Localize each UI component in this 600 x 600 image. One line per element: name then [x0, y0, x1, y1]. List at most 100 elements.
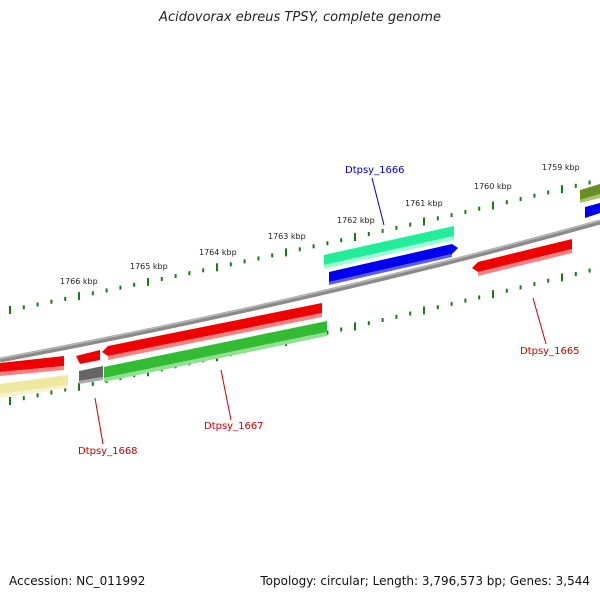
- outer-scale-tick: [285, 248, 287, 257]
- inner-scale-tick: [547, 278, 550, 283]
- outer-scale-tick: [423, 217, 425, 226]
- inner-scale-tick: [22, 396, 25, 401]
- outer-scale-tick: [147, 277, 149, 286]
- gene-feature-1665-red[interactable]: [472, 239, 572, 272]
- outer-scale-tick: [243, 259, 246, 264]
- outer-scale-tick: [312, 244, 315, 249]
- inner-scale-tick: [505, 288, 508, 293]
- inner-scale-tick: [395, 314, 398, 319]
- gene-feature-left-red[interactable]: [0, 356, 64, 372]
- inner-scale-tick: [436, 305, 439, 310]
- outer-scale-tick: [119, 285, 122, 290]
- outer-scale-tick: [105, 288, 108, 293]
- gene-feature-blue[interactable]: [329, 244, 458, 282]
- outer-scale-tick: [326, 241, 329, 246]
- inner-scale-tick: [91, 381, 94, 386]
- outer-scale-tick: [78, 292, 80, 301]
- gene-label-1667[interactable]: Dtpsy_1667: [204, 421, 264, 432]
- outer-scale-tick: [257, 256, 260, 261]
- outer-scale-tick: [188, 271, 191, 276]
- gene-label-1666[interactable]: Dtpsy_1666: [345, 165, 405, 176]
- scale-label-1762: 1762 kbp: [337, 216, 375, 225]
- accession-text: Accession: NC_011992: [9, 574, 146, 588]
- scale-label-1763: 1763 kbp: [268, 232, 306, 241]
- inner-scale-tick: [464, 298, 467, 303]
- scale-label-1760: 1760 kbp: [474, 182, 512, 191]
- reverse-strand-features: [0, 321, 327, 398]
- outer-scale-tick: [160, 277, 163, 281]
- inner-scale-tick: [588, 268, 591, 273]
- outer-scale-tick: [367, 232, 370, 236]
- inner-scale-tick: [9, 397, 11, 405]
- outer-scale-tick: [50, 299, 53, 304]
- outer-scale-tick: [409, 222, 412, 227]
- outer-scale-tick: [588, 180, 591, 185]
- gene-feature-olive[interactable]: [580, 184, 600, 200]
- outer-scale-tick: [464, 209, 467, 214]
- scale-labels: 1766 kbp 1765 kbp 1764 kbp 1763 kbp 1762…: [60, 163, 580, 286]
- gene-feature-left-yellow[interactable]: [0, 375, 68, 394]
- scale-label-1764: 1764 kbp: [199, 248, 237, 257]
- outer-scale-tick: [298, 247, 301, 252]
- outer-scale-tick: [492, 201, 494, 210]
- outer-scale-tick: [478, 206, 481, 211]
- inner-scale-tick: [574, 272, 577, 276]
- outer-scale-tick: [64, 296, 67, 301]
- inner-scale-tick: [492, 290, 494, 299]
- outer-scale-tick: [229, 262, 232, 267]
- outer-scale-tick: [354, 233, 356, 242]
- inner-scale-tick: [367, 321, 370, 326]
- outer-scale-tick: [340, 238, 343, 243]
- gene-label-1665[interactable]: Dtpsy_1665: [520, 346, 580, 357]
- outer-scale-tick: [202, 268, 205, 273]
- scale-label-1761: 1761 kbp: [405, 199, 443, 208]
- scale-label-1766: 1766 kbp: [60, 277, 98, 286]
- gene-feature-small-red[interactable]: [76, 350, 100, 364]
- outer-scale-tick: [381, 228, 384, 233]
- inner-scale-tick: [450, 301, 453, 306]
- gene-feature-1667-green[interactable]: [104, 321, 327, 378]
- inner-scale-tick: [423, 306, 425, 315]
- gene-feature-1667-red[interactable]: [102, 303, 322, 356]
- outer-scale-ruler: [9, 180, 591, 314]
- gene-feature-right-blue[interactable]: [585, 203, 600, 218]
- inner-scale-tick: [50, 390, 53, 395]
- outer-scale-tick: [505, 200, 508, 205]
- inner-scale-tick: [533, 282, 536, 287]
- map-title: Acidovorax ebreus TPSY, complete genome: [159, 10, 441, 25]
- outer-scale-tick: [9, 306, 11, 314]
- inner-scale-tick: [478, 295, 481, 300]
- outer-scale-tick: [436, 216, 439, 221]
- outer-scale-tick: [174, 274, 177, 279]
- gene-label-1668[interactable]: Dtpsy_1668: [78, 446, 138, 457]
- outer-scale-tick: [22, 305, 25, 310]
- inner-scale-tick: [64, 387, 67, 392]
- outer-scale-tick: [547, 190, 550, 195]
- outer-scale-tick: [133, 282, 136, 287]
- genome-backbone: [0, 219, 600, 363]
- gene-callouts: [94, 177, 547, 445]
- forward-strand-features: [0, 184, 600, 376]
- inner-scale-tick: [340, 327, 343, 332]
- outer-scale-tick: [271, 253, 274, 258]
- gene-feature-1668-gray[interactable]: [79, 366, 103, 381]
- inner-scale-tick: [78, 382, 80, 391]
- outer-scale-tick: [216, 263, 218, 272]
- scale-label-1765: 1765 kbp: [130, 262, 168, 271]
- outer-scale-tick: [450, 213, 453, 218]
- genome-summary-text: Topology: circular; Length: 3,796,573 bp…: [260, 574, 590, 588]
- inner-scale-tick: [354, 322, 356, 331]
- gene-labels: Dtpsy_1666 Dtpsy_1665 Dtpsy_1667 Dtpsy_1…: [78, 165, 580, 457]
- outer-scale-tick: [533, 193, 536, 198]
- inner-scale-tick: [409, 311, 412, 316]
- scale-label-1759: 1759 kbp: [542, 163, 580, 172]
- inner-scale-tick: [381, 318, 384, 322]
- outer-scale-tick: [519, 197, 522, 201]
- gene-feature-1666-teal[interactable]: [324, 226, 454, 265]
- outer-scale-tick: [561, 185, 563, 194]
- outer-scale-tick: [574, 183, 577, 188]
- inner-scale-tick: [519, 285, 522, 290]
- outer-scale-tick: [36, 302, 39, 307]
- outer-scale-tick: [91, 291, 94, 296]
